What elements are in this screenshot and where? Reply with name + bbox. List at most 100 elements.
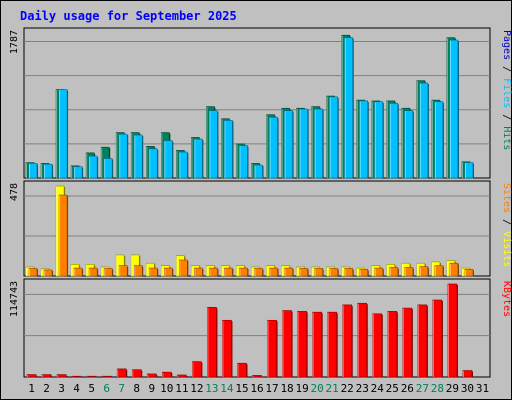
bar-files <box>299 108 308 179</box>
bar-files <box>344 37 353 179</box>
bar-files <box>58 89 68 179</box>
bar-sites <box>194 267 203 277</box>
x-tick-label: 22 <box>341 382 354 395</box>
bar-sites <box>103 268 113 277</box>
bar-kbytes <box>432 299 443 378</box>
bar-sites <box>329 268 338 277</box>
bar-files <box>148 148 158 179</box>
series-axis-label: Pages / Files / Hits <box>501 30 512 150</box>
y-max-label: 478 <box>9 183 20 201</box>
bar-kbytes <box>342 304 352 378</box>
series-axis-label-part: / <box>501 213 512 231</box>
bar-kbytes <box>56 374 67 378</box>
bar-files <box>434 101 444 179</box>
bar-kbytes <box>387 311 398 378</box>
panel-1: 1787 Pages / Files / Hits <box>9 27 512 179</box>
x-tick-label: 27 <box>416 382 429 395</box>
bar-files <box>28 163 38 179</box>
series-axis-label-part: / <box>501 108 512 126</box>
bar-kbytes <box>207 306 217 378</box>
x-tick-label: 4 <box>73 382 80 395</box>
bar-files <box>209 110 218 179</box>
x-tick-label: 31 <box>476 382 489 395</box>
bar-sites <box>88 267 98 277</box>
bar-sites <box>179 259 188 277</box>
bar-kbytes <box>417 304 428 378</box>
bar-kbytes <box>237 362 247 378</box>
bar-kbytes <box>222 319 232 378</box>
bar-kbytes <box>267 319 277 378</box>
bar-sites <box>269 267 278 277</box>
bar-sites <box>314 268 323 277</box>
y-max-label: 1787 <box>9 30 20 54</box>
bar-sites <box>434 265 444 277</box>
bar-files <box>118 133 128 179</box>
bar-files <box>404 110 414 179</box>
bar-sites <box>359 269 369 277</box>
x-tick-label: 1 <box>28 382 35 395</box>
bar-files <box>314 108 323 179</box>
y-max-label: 114743 <box>9 281 20 317</box>
x-tick-label: 26 <box>401 382 414 395</box>
bar-files <box>419 82 429 179</box>
bar-files <box>329 96 338 179</box>
x-tick-label: 19 <box>295 382 308 395</box>
bar-files <box>449 39 459 179</box>
x-tick-label: 16 <box>250 382 263 395</box>
x-tick-label: 29 <box>446 382 459 395</box>
bar-kbytes <box>131 369 142 378</box>
bar-sites <box>284 267 293 277</box>
x-axis-labels: 1 2 3 4 5 6 7 8 9 10 11 12 13 14 15 16 17 18 19 20 21 22 23 24 2… <box>28 382 489 395</box>
bar-files <box>374 101 384 179</box>
bar-sites <box>164 267 173 277</box>
x-tick-label: 2 <box>43 382 50 395</box>
series-axis-label-part: Visits <box>501 231 512 267</box>
bar-sites <box>224 267 233 277</box>
x-tick-label: 10 <box>160 382 173 395</box>
bar-sites <box>133 265 143 277</box>
bar-sites <box>419 266 429 277</box>
bar-sites <box>58 194 68 277</box>
series-axis-label-part: / <box>501 60 512 78</box>
bar-kbytes <box>71 375 82 378</box>
bar-kbytes <box>252 375 262 378</box>
bar-sites <box>209 267 218 277</box>
bar-kbytes <box>146 373 157 378</box>
bar-kbytes <box>282 310 292 378</box>
bar-files <box>389 103 399 179</box>
bar-files <box>88 155 98 179</box>
bar-files <box>284 110 293 179</box>
bar-files <box>179 151 188 179</box>
bar-sites <box>299 268 308 277</box>
bar-kbytes <box>101 375 112 378</box>
x-tick-label: 30 <box>461 382 474 395</box>
x-tick-label: 9 <box>148 382 155 395</box>
series-axis-label-part: Files <box>501 78 512 108</box>
bar-kbytes <box>116 368 127 378</box>
bar-kbytes <box>162 371 172 378</box>
bar-sites <box>404 267 414 277</box>
bar-kbytes <box>86 375 97 378</box>
x-tick-label: 18 <box>280 382 293 395</box>
bar-kbytes <box>192 361 202 378</box>
bar-sites <box>239 267 248 277</box>
x-tick-label: 11 <box>175 382 188 395</box>
bar-sites <box>43 269 53 277</box>
x-tick-label: 5 <box>88 382 95 395</box>
bar-files <box>133 134 143 179</box>
chart-title: Daily usage for September 2025 <box>20 9 237 23</box>
bar-sites <box>118 265 128 277</box>
series-axis-label-part: KBytes <box>501 281 512 317</box>
bar-files <box>103 158 113 179</box>
x-tick-label: 20 <box>311 382 324 395</box>
bar-sites <box>148 267 158 277</box>
bar-sites <box>389 267 399 277</box>
x-tick-label: 6 <box>103 382 110 395</box>
bar-files <box>464 162 474 179</box>
bar-files <box>254 164 263 179</box>
series-axis-label: Sites / Visits <box>501 183 512 267</box>
bar-sites <box>449 262 459 277</box>
bar-kbytes <box>402 307 413 378</box>
bar-kbytes <box>327 311 337 378</box>
